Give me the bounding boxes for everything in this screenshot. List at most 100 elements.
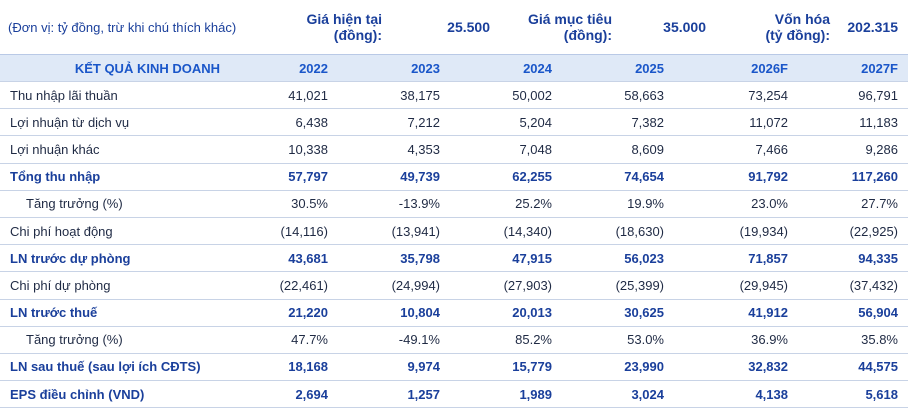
cell: 21,220 <box>288 305 328 321</box>
cell: 94,335 <box>858 250 898 266</box>
cell: (19,934) <box>739 223 788 239</box>
price-header: (Đơn vị: tỷ đồng, trừ khi chú thích khác… <box>0 0 908 54</box>
table-row: Lợi nhuận khác 10,338 4,353 7,048 8,609 … <box>0 135 908 162</box>
cell: (27,903) <box>503 277 552 293</box>
cell: (24,994) <box>391 277 440 293</box>
cell: 38,175 <box>400 87 440 103</box>
year-header: 2027F <box>861 60 898 76</box>
target-price-value: 35.000 <box>663 19 706 35</box>
cell: 85.2% <box>515 332 552 348</box>
cell: 8,609 <box>631 141 664 157</box>
table-row: Lợi nhuận từ dịch vụ 6,438 7,212 5,204 7… <box>0 108 908 135</box>
cell: 57,797 <box>288 169 328 185</box>
table-row-total: EPS điều chỉnh (VND) 2,694 1,257 1,989 3… <box>0 380 908 409</box>
cell: 7,048 <box>519 141 552 157</box>
cell: 41,021 <box>288 87 328 103</box>
cell: 41,912 <box>748 305 788 321</box>
cell: 10,338 <box>288 141 328 157</box>
cell: (14,116) <box>280 223 328 239</box>
cell: 32,832 <box>748 359 788 375</box>
market-cap-label-line2: (tỷ đồng): <box>765 27 830 43</box>
market-cap-label-line1: Vốn hóa <box>774 11 830 27</box>
cell: 10,804 <box>400 305 440 321</box>
cell: 47,915 <box>512 250 552 266</box>
market-cap-label: Vốn hóa (tỷ đồng): <box>708 11 830 43</box>
row-label: Tổng thu nhập <box>10 169 101 185</box>
year-header: 2023 <box>411 60 440 76</box>
table-row-total: LN trước dự phòng 43,681 35,798 47,915 5… <box>0 244 908 271</box>
table-row: Chi phí hoạt động (14,116) (13,941) (14,… <box>0 216 908 244</box>
row-label: Chi phí dự phòng <box>10 277 111 293</box>
cell: 35,798 <box>400 250 440 266</box>
cell: 56,023 <box>624 250 664 266</box>
cell: 36.9% <box>751 332 788 348</box>
cell: 9,974 <box>407 359 440 375</box>
cell: 117,260 <box>851 169 898 185</box>
cell: 20,013 <box>512 305 552 321</box>
section-title: KẾT QUẢ KINH DOANH <box>74 60 220 76</box>
cell: 25.2% <box>515 196 552 212</box>
section-header: KẾT QUẢ KINH DOANH 2022 2023 2024 2025 2… <box>0 54 908 81</box>
cell: 2,694 <box>295 386 328 402</box>
cell: 56,904 <box>858 305 898 321</box>
cell: (29,945) <box>739 277 788 293</box>
table-row-growth: Tăng trưởng (%) 47.7% -49.1% 85.2% 53.0%… <box>0 325 908 353</box>
cell: 9,286 <box>865 141 898 157</box>
current-price-label-line1: Giá hiện tại <box>306 11 382 27</box>
table-row-total: LN sau thuế (sau lợi ích CĐTS) 18,168 9,… <box>0 352 908 380</box>
current-price-label-line2: (đồng): <box>333 27 382 43</box>
cell: (22,925) <box>849 223 898 239</box>
cell: 58,663 <box>624 87 664 103</box>
row-label: Lợi nhuận từ dịch vụ <box>10 114 130 130</box>
cell: 47.7% <box>291 332 328 348</box>
cell: 1,257 <box>407 386 440 402</box>
year-header: 2025 <box>635 60 664 76</box>
row-label: Lợi nhuận khác <box>10 141 100 157</box>
market-cap-value: 202.315 <box>847 19 898 35</box>
cell: 73,254 <box>748 87 788 103</box>
current-price-label: Giá hiện tại (đồng): <box>280 11 382 43</box>
unit-note: (Đơn vị: tỷ đồng, trừ khi chú thích khác… <box>8 19 237 35</box>
cell: 18,168 <box>288 359 328 375</box>
cell: 71,857 <box>748 250 788 266</box>
cell: 4,138 <box>755 386 788 402</box>
row-label: LN trước thuế <box>10 305 98 321</box>
row-label: Tăng trưởng (%) <box>26 332 123 348</box>
cell: 7,382 <box>631 114 664 130</box>
table-row: Chi phí dự phòng (22,461) (24,994) (27,9… <box>0 271 908 298</box>
year-header: 2024 <box>523 60 552 76</box>
table-row-total: Tổng thu nhập 57,797 49,739 62,255 74,65… <box>0 162 908 190</box>
cell: 27.7% <box>861 196 898 212</box>
cell: 53.0% <box>627 332 664 348</box>
row-label: LN trước dự phòng <box>10 250 131 266</box>
cell: 23.0% <box>751 196 788 212</box>
cell: 11,072 <box>749 114 788 130</box>
cell: (22,461) <box>279 277 328 293</box>
year-header: 2026F <box>751 60 788 76</box>
cell: (13,941) <box>391 223 440 239</box>
cell: 15,779 <box>512 359 552 375</box>
cell: 7,212 <box>407 114 440 130</box>
cell: (14,340) <box>503 223 552 239</box>
target-price-label-line2: (đồng): <box>563 27 612 43</box>
row-label: LN sau thuế (sau lợi ích CĐTS) <box>10 359 201 375</box>
row-label: Thu nhập lãi thuần <box>10 87 118 103</box>
cell: 96,791 <box>858 87 898 103</box>
target-price-label: Giá mục tiêu (đồng): <box>492 11 612 43</box>
cell: (25,399) <box>615 277 664 293</box>
cell: (37,432) <box>849 277 898 293</box>
cell: 5,204 <box>519 114 552 130</box>
cell: 91,792 <box>748 169 788 185</box>
cell: 30,625 <box>624 305 664 321</box>
row-label: EPS điều chỉnh (VND) <box>10 386 145 402</box>
cell: 50,002 <box>512 87 552 103</box>
cell: 43,681 <box>288 250 328 266</box>
cell: 5,618 <box>865 386 898 402</box>
cell: 1,989 <box>519 386 552 402</box>
table-row: Thu nhập lãi thuần 41,021 38,175 50,002 … <box>0 81 908 108</box>
cell: (18,630) <box>615 223 664 239</box>
table-row-growth: Tăng trưởng (%) 30.5% -13.9% 25.2% 19.9%… <box>0 189 908 217</box>
current-price-value: 25.500 <box>447 19 490 35</box>
cell: 19.9% <box>627 196 664 212</box>
cell: -49.1% <box>398 332 440 348</box>
